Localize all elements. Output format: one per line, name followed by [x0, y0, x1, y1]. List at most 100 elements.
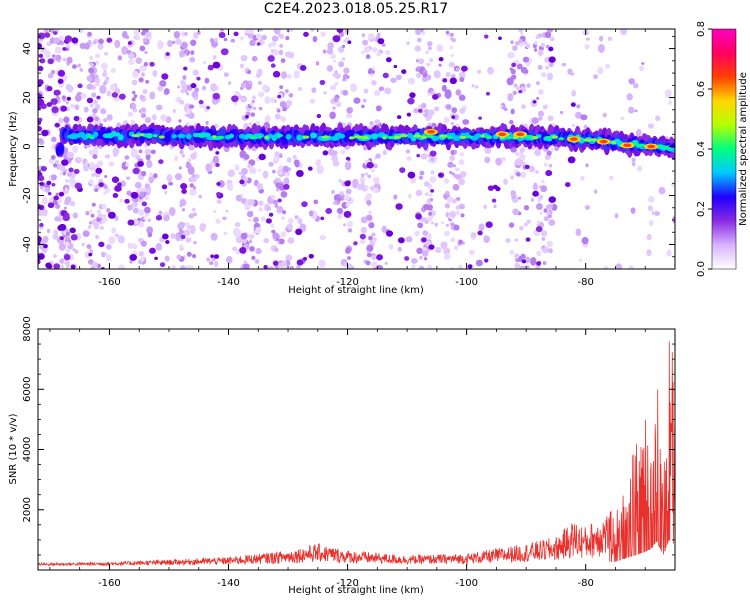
spectrogram-speckle: [50, 69, 56, 75]
spectrogram-speckle: [81, 242, 86, 247]
spectrogram-column-speckle: [531, 117, 539, 125]
spectrogram-speckle: [580, 175, 585, 182]
spectrogram-blob: [332, 35, 341, 43]
spectrogram-column-speckle: [338, 31, 345, 38]
spectrogram-column-speckle: [519, 226, 524, 231]
spectrogram-blob: [100, 266, 105, 269]
spectrogram-blob: [51, 106, 59, 114]
spectrogram-speckle: [72, 248, 76, 252]
spectrogram-blob: [407, 171, 416, 179]
spectrogram-blob: [38, 259, 41, 265]
spectrogram-blob: [41, 129, 49, 137]
spectrogram-column-speckle: [63, 116, 70, 123]
spectrogram-column-speckle: [541, 179, 545, 184]
spectrogram-column-speckle: [459, 170, 467, 178]
spectrogram-column-speckle: [64, 241, 70, 247]
spectrogram-column-speckle: [453, 150, 458, 154]
spectrogram-blob: [535, 226, 543, 233]
spectrogram-speckle: [329, 111, 336, 120]
colorbar-tick-label: 0.8: [696, 21, 707, 37]
spectrogram-column-speckle: [96, 235, 100, 240]
spectrogram-column-speckle: [427, 264, 433, 269]
spectrogram-speckle: [79, 93, 87, 99]
spectrogram-speckle: [147, 232, 153, 238]
spectrogram-blob: [114, 185, 122, 192]
spectrogram-blob: [429, 150, 437, 157]
spectrogram-column-speckle: [138, 250, 144, 257]
spectrogram-speckle: [647, 195, 655, 203]
spectrogram-column-speckle: [444, 203, 451, 209]
spectrogram-blob: [159, 262, 166, 268]
spectrogram-column-speckle: [333, 150, 338, 155]
spectrogram-column-speckle: [140, 113, 147, 119]
spectrogram-column-speckle: [366, 214, 373, 221]
spectrogram-blob: [319, 79, 326, 86]
spectrogram-column-speckle: [519, 265, 527, 269]
spectrogram-blob: [256, 42, 261, 46]
spectrogram-blob: [88, 252, 93, 257]
spectrogram-speckle: [470, 232, 477, 237]
spectrogram-speckle: [74, 156, 82, 164]
spectrogram-speckle: [150, 149, 156, 155]
spectrogram-column-speckle: [368, 210, 372, 214]
spectrogram-column-speckle: [137, 209, 145, 216]
spectrogram-speckle: [603, 265, 609, 269]
spectrogram-column-speckle: [184, 222, 190, 228]
spectrogram-blob: [39, 182, 44, 186]
spectrogram-column-speckle: [523, 205, 530, 211]
spectrogram-column-speckle: [89, 209, 93, 214]
spectrogram-column-speckle: [65, 47, 70, 52]
snr-x-tick-label: -120: [336, 578, 359, 589]
spectrogram-speckle: [615, 263, 623, 269]
spectrogram-blob: [127, 219, 135, 226]
spectrogram-x-tick-label: -100: [455, 277, 478, 288]
band-cyan: [171, 134, 178, 139]
spectrogram-blob: [231, 95, 239, 103]
spectrogram-speckle: [46, 41, 52, 47]
spectrogram-blob: [46, 85, 53, 92]
spectrogram-blob: [180, 234, 186, 240]
spectrogram-blob: [267, 55, 275, 62]
spectrogram-blob: [272, 260, 279, 266]
spectrogram-column-speckle: [526, 219, 531, 224]
spectrogram-blob: [54, 122, 60, 128]
spectrogram-speckle: [468, 249, 475, 255]
spectrogram-column-speckle: [183, 229, 191, 236]
spectrogram-speckle: [635, 128, 642, 137]
spectrogram-speckle: [233, 227, 241, 237]
spectrogram-blob: [283, 183, 290, 190]
spectrogram-speckle: [278, 49, 284, 56]
spectrogram-blob: [213, 254, 220, 259]
spectrogram-blob: [406, 112, 412, 117]
spectrogram-column-speckle: [332, 106, 336, 110]
spectrogram-column-speckle: [345, 247, 351, 254]
spectrogram-blob: [44, 32, 51, 38]
spectrogram-speckle: [119, 198, 124, 203]
spectrogram-speckle: [406, 156, 412, 161]
spectrogram-column-speckle: [143, 217, 147, 221]
spectrogram-column-speckle: [522, 56, 529, 63]
spectrogram-column-speckle: [514, 253, 520, 259]
spectrogram-speckle: [294, 215, 299, 220]
spectrogram-blob: [46, 102, 53, 108]
spectrogram-speckle: [105, 244, 112, 250]
spectrogram-speckle: [52, 233, 59, 240]
spectrogram-blob: [107, 211, 116, 219]
spectrogram-speckle: [228, 81, 232, 85]
spectrogram-speckle: [174, 173, 183, 181]
spectrogram-blob: [449, 77, 457, 85]
spectrogram-column-speckle: [541, 246, 549, 254]
spectrogram-speckle: [118, 264, 126, 269]
colorbar-tick-label: 0.6: [696, 81, 707, 97]
band-green: [512, 136, 519, 140]
spectrogram-blob: [270, 63, 276, 68]
spectrogram-blob: [308, 253, 314, 259]
spectrogram-blob: [215, 151, 220, 155]
spectrogram-column-speckle: [244, 29, 251, 34]
spectrogram-column-speckle: [245, 83, 252, 90]
spectrogram-speckle: [593, 189, 598, 194]
spectrogram-column-speckle: [419, 170, 425, 176]
spectrogram-blob: [545, 169, 553, 177]
spectrogram-speckle: [483, 235, 490, 244]
spectrogram-blob: [511, 62, 517, 68]
